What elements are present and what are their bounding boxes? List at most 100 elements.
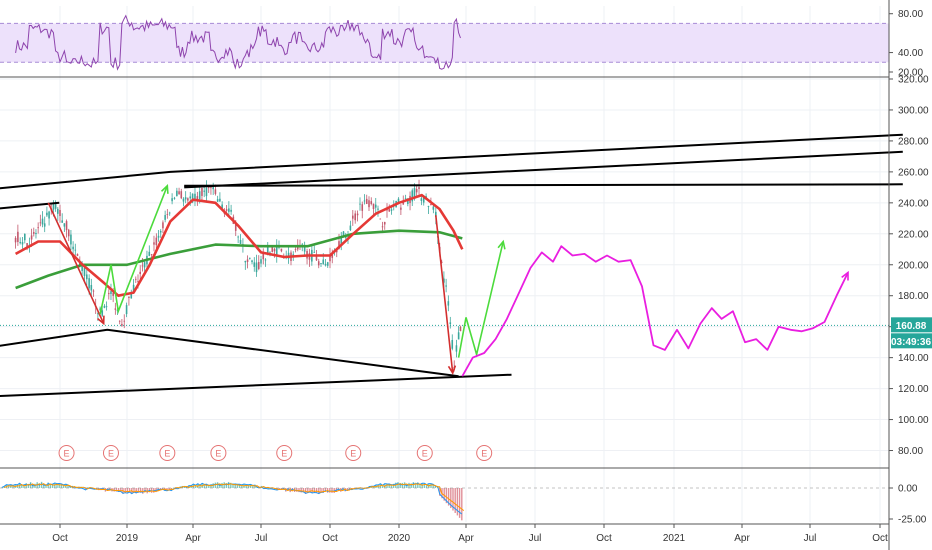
candle-body xyxy=(141,265,144,267)
time-tick-label: Jul xyxy=(804,533,817,544)
macd-tick-label: -25.00 xyxy=(898,515,927,526)
candle-body xyxy=(422,196,425,203)
price-tick-label: 320.00 xyxy=(898,75,929,86)
candle-body xyxy=(173,197,176,199)
macd-bar xyxy=(410,483,412,488)
macd-bar xyxy=(456,488,459,516)
macd-bar xyxy=(78,487,80,488)
macd-bar xyxy=(7,485,10,488)
candle-body xyxy=(294,249,297,251)
macd-bar xyxy=(168,488,170,490)
candle-body xyxy=(230,209,232,212)
candle-body xyxy=(246,259,249,262)
candle-body xyxy=(48,211,50,219)
countdown-tag xyxy=(891,333,932,349)
candle-body xyxy=(237,236,239,238)
candle-body xyxy=(212,185,214,190)
candle-body xyxy=(370,201,373,205)
macd-bar xyxy=(324,488,327,492)
time-tick-label: Oct xyxy=(872,533,888,544)
green-arrow-head xyxy=(497,239,506,250)
macd-bar xyxy=(296,488,298,492)
macd-bar xyxy=(113,488,115,492)
candle-body xyxy=(338,241,340,249)
candle-body xyxy=(418,187,420,189)
candle-body xyxy=(430,204,432,206)
candle-body xyxy=(459,326,462,332)
red-arrow xyxy=(47,202,105,324)
candle-body xyxy=(43,223,46,227)
candle-body xyxy=(219,198,221,202)
countdown-label: 03:49:36 xyxy=(891,337,931,348)
macd-bar xyxy=(62,485,65,488)
candle-body xyxy=(447,301,450,306)
candle-body xyxy=(262,252,265,260)
candle-body xyxy=(139,271,141,275)
macd-bar xyxy=(225,483,228,488)
macd-bar xyxy=(331,488,333,493)
candle-body xyxy=(128,296,130,298)
candle-body xyxy=(427,206,430,207)
red-arrow-head xyxy=(447,365,457,375)
macd-bar xyxy=(194,485,197,488)
price-tick-label: 180.00 xyxy=(898,291,929,302)
candle-body xyxy=(363,200,366,202)
macd-bar xyxy=(56,483,58,488)
candle-body xyxy=(239,239,242,244)
candle-body xyxy=(118,320,121,322)
macd-bar xyxy=(247,485,250,488)
candle-body xyxy=(14,237,17,243)
candle-body xyxy=(35,232,37,235)
earnings-marker-label: E xyxy=(281,449,287,459)
time-tick-label: Apr xyxy=(734,533,750,544)
price-tick-label: 260.00 xyxy=(898,167,929,178)
macd-bar xyxy=(425,485,428,488)
macd-bar xyxy=(452,488,454,511)
macd-bar xyxy=(126,488,129,494)
candle-body xyxy=(74,249,77,251)
candle-body xyxy=(365,198,368,204)
candle-body xyxy=(361,204,364,211)
candle-body xyxy=(67,229,70,237)
candle-body xyxy=(114,308,117,310)
candle-body xyxy=(368,200,370,208)
candle-body xyxy=(443,278,445,283)
rsi-tick-label: 40.00 xyxy=(898,48,923,59)
candle-body xyxy=(280,248,283,252)
macd-bar xyxy=(216,482,219,488)
macd-bar xyxy=(60,483,63,488)
macd-bar xyxy=(399,482,401,488)
time-tick-label: 2020 xyxy=(388,533,411,544)
macd-bar xyxy=(461,488,463,521)
macd-bar xyxy=(302,488,305,493)
macd-bar xyxy=(238,484,241,488)
candle-body xyxy=(63,223,66,227)
green-arrow xyxy=(457,241,504,358)
candle-body xyxy=(155,237,158,246)
macd-bar xyxy=(82,487,85,489)
candle-body xyxy=(381,226,384,228)
candle-body xyxy=(105,306,108,308)
earnings-marker xyxy=(416,445,433,461)
macd-bar xyxy=(414,482,417,488)
earnings-marker-label: E xyxy=(350,449,356,459)
earnings-marker-label: E xyxy=(215,449,221,459)
macd-bar xyxy=(373,486,375,488)
candle-body xyxy=(342,231,345,236)
macd-bar xyxy=(205,483,208,488)
candle-body xyxy=(159,231,162,233)
candle-body xyxy=(30,235,33,240)
candle-body xyxy=(150,254,153,255)
rsi-line xyxy=(15,14,461,71)
macd-bar xyxy=(1,487,3,488)
macd-bar xyxy=(322,488,324,493)
candle-body xyxy=(383,222,386,225)
earnings-marker xyxy=(58,445,75,461)
candle-body xyxy=(203,190,206,192)
trendline xyxy=(0,328,459,378)
macd-bar xyxy=(298,488,300,493)
candle-body xyxy=(411,190,414,202)
candle-body xyxy=(390,209,393,211)
candle-body xyxy=(451,340,454,349)
